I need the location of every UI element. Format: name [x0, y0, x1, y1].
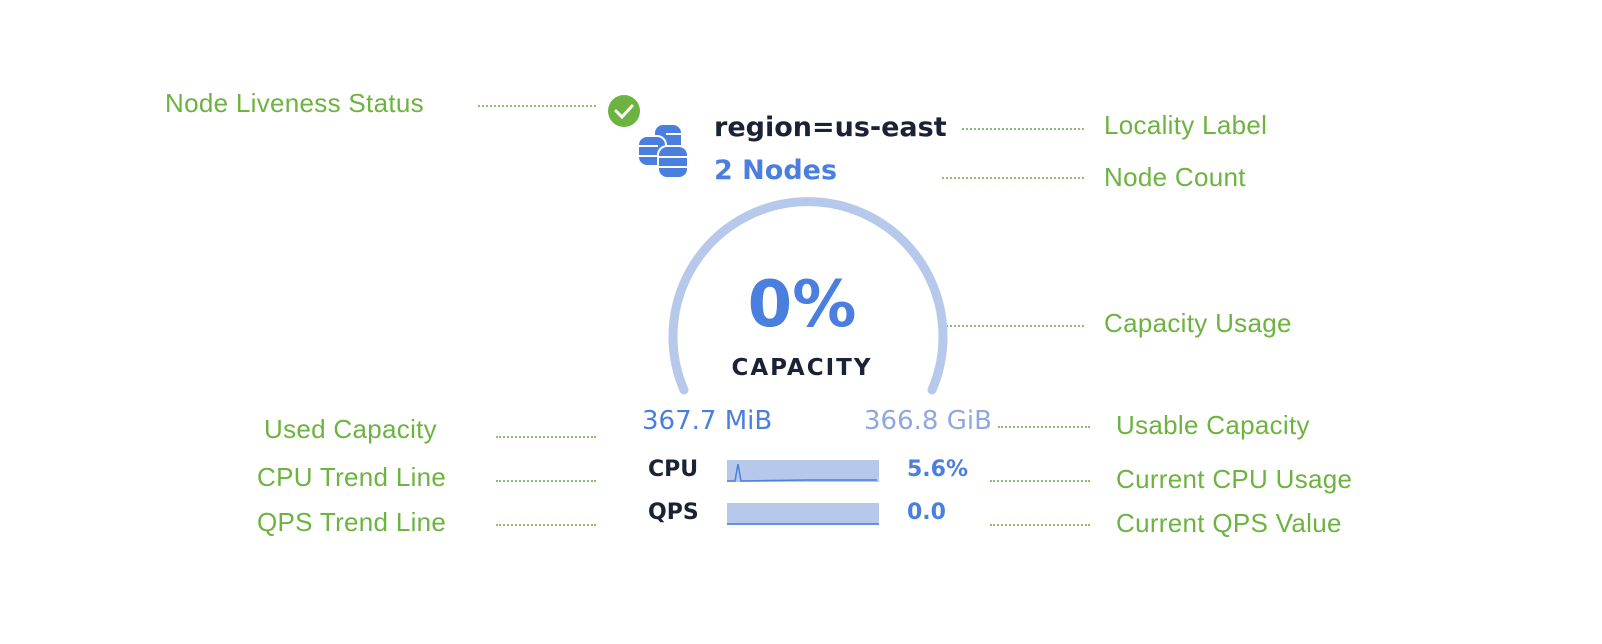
cpu-current-value: 5.6% — [907, 457, 969, 482]
usable-capacity: 366.8 GiB — [864, 406, 992, 436]
annotation-locality: Locality Label — [1104, 110, 1268, 140]
annotation-cpu-trend: CPU Trend Line — [257, 462, 447, 492]
liveness-check-icon — [608, 95, 640, 127]
annotation-qps-trend: QPS Trend Line — [257, 507, 447, 537]
annotation-qps-current: Current QPS Value — [1116, 508, 1342, 538]
leader-line — [496, 480, 596, 482]
annotation-liveness: Node Liveness Status — [165, 88, 424, 118]
qps-trend-sparkline — [727, 503, 879, 525]
annotation-capacity-usage: Capacity Usage — [1104, 308, 1292, 338]
leader-line — [998, 426, 1090, 428]
locality-label: region=us-east — [714, 112, 947, 143]
cpu-label: CPU — [648, 457, 699, 482]
leader-line — [496, 436, 596, 438]
used-capacity: 367.7 MiB — [642, 406, 773, 436]
node-count-link[interactable]: 2 Nodes — [714, 155, 838, 186]
database-nodes-icon — [637, 123, 689, 179]
cpu-trend-sparkline — [727, 460, 879, 482]
annotation-used-capacity: Used Capacity — [264, 414, 437, 444]
leader-line — [990, 524, 1090, 526]
leader-line — [962, 128, 1084, 130]
annotation-cpu-current: Current CPU Usage — [1116, 464, 1353, 494]
leader-line — [942, 325, 1084, 327]
annotation-usable-capacity: Usable Capacity — [1116, 410, 1310, 440]
leader-line — [990, 480, 1090, 482]
qps-label: QPS — [648, 500, 699, 525]
annotation-node-count: Node Count — [1104, 162, 1246, 192]
capacity-label: CAPACITY — [731, 355, 873, 381]
qps-current-value: 0.0 — [907, 500, 946, 525]
capacity-gauge — [668, 197, 948, 395]
leader-line — [478, 105, 596, 107]
capacity-percent: 0% — [747, 268, 857, 342]
leader-line — [942, 177, 1084, 179]
leader-line — [496, 524, 596, 526]
